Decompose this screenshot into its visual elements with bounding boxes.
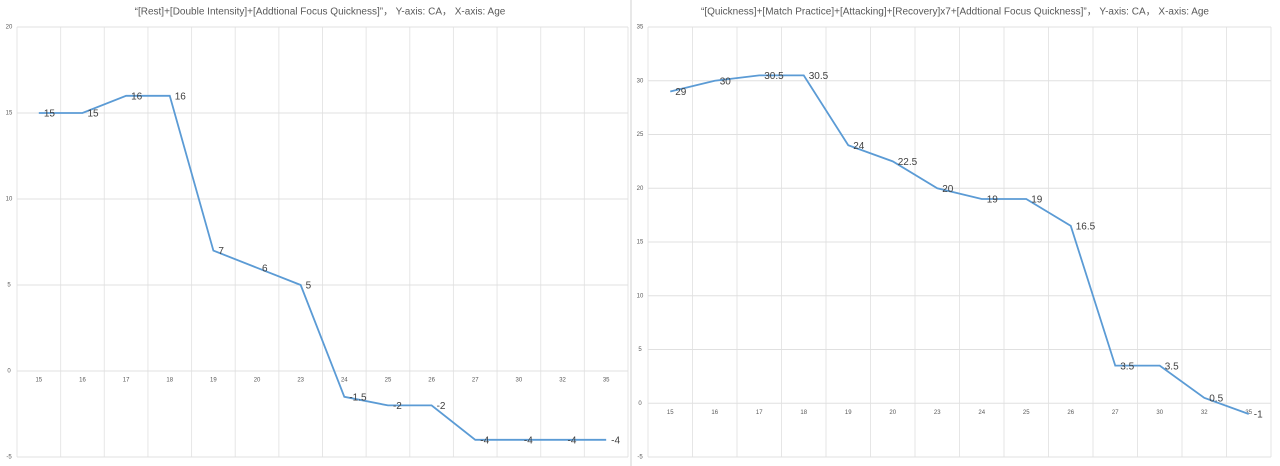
x-tick-label: 32: [559, 378, 566, 384]
data-label: 15: [87, 109, 99, 120]
y-tick-label: 25: [637, 132, 644, 138]
y-tick-label: 5: [638, 347, 642, 353]
x-tick-label: 23: [297, 378, 304, 384]
x-tick-label: 26: [1067, 410, 1074, 416]
x-tick-label: 26: [428, 378, 435, 384]
x-tick-label: 17: [756, 410, 763, 416]
x-tick-label: 24: [978, 410, 985, 416]
y-tick-label: 0: [638, 401, 642, 407]
x-tick-label: 25: [1023, 410, 1030, 416]
y-tick-label: 15: [6, 111, 13, 117]
x-tick-label: 18: [800, 410, 807, 416]
chart-title: “[Quickness]+[Match Practice]+[Attacking…: [701, 7, 1209, 18]
data-label: 19: [987, 195, 999, 206]
data-label: -2: [393, 401, 402, 412]
data-line: [38, 94, 607, 441]
y-tick-label: 20: [637, 186, 644, 192]
x-tick-label: 27: [472, 378, 479, 384]
data-label: 29: [675, 87, 687, 98]
x-tick-label: 18: [166, 378, 173, 384]
x-tick-label: 20: [254, 378, 261, 384]
y-tick-label: 30: [637, 78, 644, 84]
x-tick-label: 15: [35, 378, 42, 384]
x-tick-label: 32: [1201, 410, 1208, 416]
data-label: 7: [218, 246, 224, 257]
x-tick-label: 19: [845, 410, 852, 416]
data-label: 24: [853, 141, 865, 152]
x-tick-label: 24: [341, 378, 348, 384]
data-label: 0.5: [1209, 394, 1223, 405]
y-tick-label: 5: [7, 283, 11, 289]
x-tick-label: 20: [889, 410, 896, 416]
y-tick-label: 10: [6, 197, 13, 203]
data-label: 15: [44, 109, 56, 120]
x-tick-label: 35: [1245, 410, 1252, 416]
data-label: 30.5: [809, 71, 829, 82]
data-label: 19: [1031, 195, 1043, 206]
x-tick-label: 25: [385, 378, 392, 384]
data-label: 3.5: [1120, 361, 1134, 372]
data-label: -4: [524, 435, 533, 446]
data-label: -4: [611, 435, 620, 446]
data-label: -1: [1254, 410, 1263, 421]
data-label: -4: [568, 435, 577, 446]
data-label: 6: [262, 263, 268, 274]
x-tick-label: 15: [667, 410, 674, 416]
x-tick-label: 16: [711, 410, 718, 416]
x-tick-label: 35: [603, 378, 610, 384]
data-label: 30.5: [764, 71, 784, 82]
y-tick-label: -5: [637, 455, 643, 461]
data-label: 16: [175, 91, 187, 102]
y-tick-label: 20: [6, 25, 13, 31]
y-tick-label: 35: [637, 25, 644, 31]
data-label: -4: [480, 435, 489, 446]
data-label: -2: [437, 401, 446, 412]
data-line: [670, 74, 1250, 415]
data-label: 16: [131, 91, 143, 102]
data-label: 3.5: [1165, 361, 1179, 372]
data-label: 30: [720, 76, 732, 87]
x-tick-label: 27: [1112, 410, 1119, 416]
data-label: 16.5: [1076, 222, 1096, 233]
chart-title: “[Rest]+[Double Intensity]+[Addtional Fo…: [135, 7, 506, 18]
x-tick-label: 23: [934, 410, 941, 416]
y-tick-label: -5: [6, 455, 12, 461]
y-tick-label: 15: [637, 240, 644, 246]
x-tick-label: 16: [79, 378, 86, 384]
x-tick-label: 17: [123, 378, 130, 384]
x-tick-label: 30: [1156, 410, 1163, 416]
y-tick-label: 10: [637, 293, 644, 299]
x-tick-label: 30: [516, 378, 523, 384]
data-label: 20: [942, 184, 954, 195]
data-label: -1.5: [349, 392, 367, 403]
data-label: 5: [306, 281, 312, 292]
y-tick-label: 0: [7, 369, 11, 375]
x-tick-label: 19: [210, 378, 217, 384]
data-label: 22.5: [898, 157, 918, 168]
